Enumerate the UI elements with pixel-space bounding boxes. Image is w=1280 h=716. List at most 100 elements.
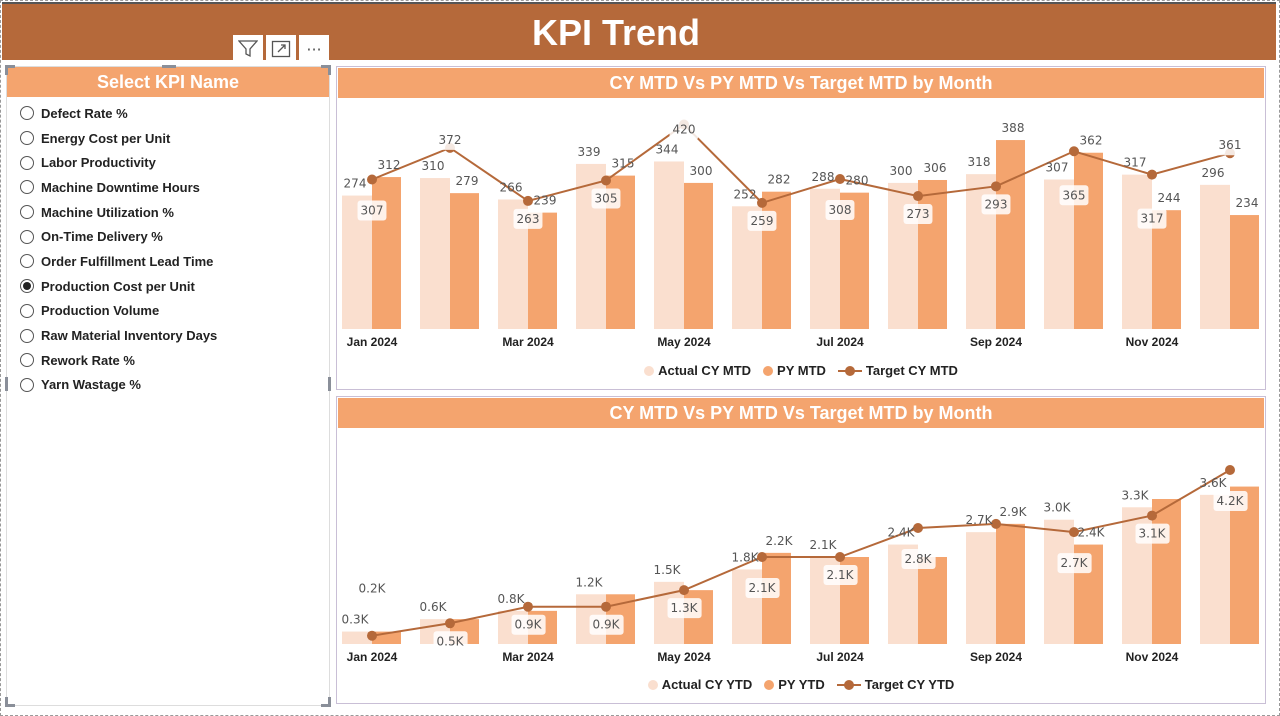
slicer-item[interactable]: Raw Material Inventory Days [7,323,329,348]
legend-item[interactable]: Target CY YTD [836,677,954,692]
slicer-item[interactable]: Energy Cost per Unit [7,126,329,151]
data-label-box [433,631,468,652]
legend-item[interactable]: Actual CY YTD [647,677,752,692]
resize-handle[interactable] [5,697,8,707]
slicer-item[interactable]: Production Cost per Unit [7,274,329,299]
data-label-actual: 3.3K [1122,488,1150,502]
radio-button[interactable] [20,353,34,368]
data-label-py: 315 [612,157,635,171]
resize-handle[interactable] [5,377,8,391]
data-label-py-group: 234 [1236,196,1259,210]
slicer-item[interactable]: Order Fulfillment Lead Time [7,249,329,274]
x-tick-label: Mar 2024 [502,650,554,664]
bar-py [450,193,479,329]
data-label-actual-group: 3.0K [1044,501,1072,515]
data-label-target: 2.8K [905,552,933,566]
data-label-py-group: 280 [846,174,869,188]
filter-icon[interactable] [233,35,263,63]
data-label-actual-group: 339 [578,145,601,159]
data-label-py-group: 2.4K [1078,526,1106,540]
radio-button[interactable] [20,131,34,146]
slicer-item[interactable]: Defect Rate % [7,101,329,126]
ytd-chart-panel[interactable]: CY MTD Vs PY MTD Vs Target MTD by Month … [336,396,1266,704]
mtd-chart: Jan 2024 Mar 2024 May 2024 Jul 2024 Sep 2024… [342,119,1259,349]
legend-swatch [837,365,862,376]
data-label-target: 0.2K [359,582,387,596]
x-tick-label: Jul 2024 [816,335,864,349]
radio-button[interactable] [20,254,34,269]
legend-swatch [764,679,775,690]
legend-item[interactable]: Target CY MTD [837,363,958,378]
x-tick-label: Jul 2024 [816,650,864,664]
slicer-item-label: Production Volume [41,303,160,319]
slicer-item[interactable]: Yarn Wastage % [7,373,329,398]
data-labels: 0.3K 0.6K 0.8K 1.2K 1.5K 1.8K 2.1K 2.4K 2.7K 3.0K… [342,476,1248,652]
slicer-item[interactable]: Labor Productivity [7,150,329,175]
data-label-py: 282 [768,173,791,187]
data-label-actual-group: 2.7K [966,513,994,527]
data-label-py-group: 362 [1080,134,1103,148]
data-label-actual: 339 [578,145,601,159]
data-label-py-group: 282 [768,173,791,187]
radio-button[interactable] [20,328,34,343]
x-tick-label: Mar 2024 [502,335,554,349]
resize-handle[interactable] [321,65,331,68]
data-label-actual: 274 [344,177,367,191]
data-label-target-group: 0.5K [433,631,468,652]
slicer-item[interactable]: Production Volume [7,299,329,324]
data-label-box [591,188,621,209]
legend-item[interactable]: Actual CY MTD [644,363,751,378]
resize-handle[interactable] [5,704,15,707]
legend-item[interactable]: PY MTD [763,363,826,378]
target-point [757,197,767,208]
data-label-target: 273 [907,207,930,221]
data-label-target: 372 [439,133,462,147]
resize-handle[interactable] [321,704,331,707]
data-label-py: 239 [534,194,557,208]
radio-button[interactable] [20,180,34,195]
data-label-target-group: 307 [357,200,387,221]
radio-button[interactable] [20,229,34,244]
data-label-box [901,549,936,569]
legend-swatch [836,679,861,690]
target-point [1069,146,1079,157]
legend-item[interactable]: PY YTD [764,677,825,692]
data-label-py-group: 388 [1002,121,1025,135]
resize-handle[interactable] [328,65,331,75]
target-point [523,195,533,206]
slicer-item[interactable]: Machine Utilization % [7,200,329,225]
mtd-chart-panel[interactable]: CY MTD Vs PY MTD Vs Target MTD by Month … [336,66,1266,390]
data-label-target-group: 0.9K [511,614,546,635]
x-tick-label: May 2024 [657,335,711,349]
data-label-actual-group: 0.3K [342,613,370,627]
data-label-py-group: 300 [690,164,713,178]
slicer-item-label: On-Time Delivery % [41,229,163,245]
focus-mode-icon[interactable] [266,35,296,63]
data-label-target: 308 [829,203,852,217]
data-label-target-group: 0.2K [355,578,390,599]
radio-button[interactable] [20,303,34,318]
slicer-item[interactable]: Rework Rate % [7,348,329,373]
radio-button[interactable] [20,205,34,220]
data-label-target-group: 2.7K [1057,553,1092,574]
legend-label: PY YTD [778,677,825,692]
data-label-box [1135,523,1170,544]
radio-button[interactable] [20,377,34,392]
radio-button[interactable] [20,106,34,121]
slicer-item[interactable]: On-Time Delivery % [7,224,329,249]
radio-button[interactable] [20,155,34,170]
resize-handle[interactable] [328,377,331,391]
data-label-actual: 1.8K [732,550,760,564]
page-title: KPI Trend [531,12,701,53]
more-options-icon[interactable]: ··· [299,35,329,63]
visual-toolbar: ··· [233,35,329,63]
data-label-box [1215,135,1245,156]
resize-handle[interactable] [162,65,176,68]
data-label-target-group: 308 [825,200,855,221]
data-label-box [357,200,387,221]
slicer-item[interactable]: Machine Downtime Hours [7,175,329,200]
resize-handle[interactable] [328,697,331,707]
radio-button[interactable] [20,279,34,294]
resize-handle[interactable] [5,65,8,75]
resize-handle[interactable] [5,65,15,68]
